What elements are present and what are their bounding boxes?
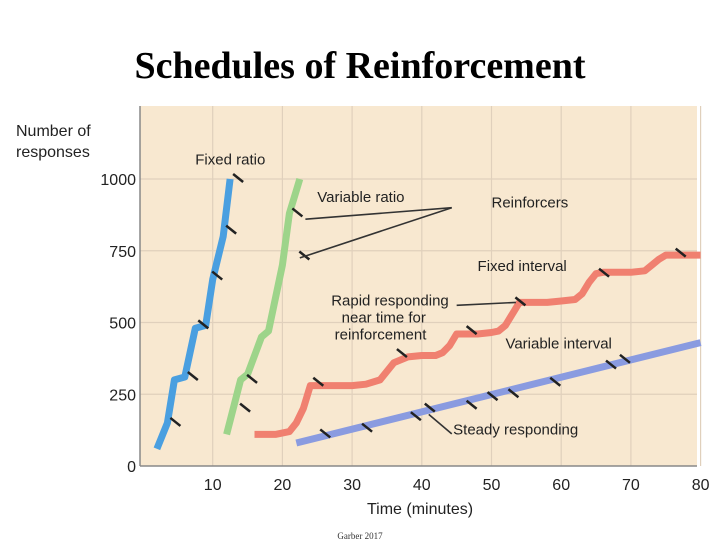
- y-tick-label: 250: [109, 387, 136, 404]
- x-tick-label: 30: [343, 477, 361, 494]
- reinforcer-mark: [396, 348, 408, 359]
- x-tick-label: 60: [552, 477, 570, 494]
- reinforcer-marks: [169, 173, 687, 439]
- x-tick-labels: 10 20 30 40 50 60 70 80: [204, 477, 710, 494]
- reinforcer-mark: [424, 402, 436, 413]
- y-axis-label-line2: responses: [16, 144, 90, 161]
- reinforcer-mark: [187, 371, 199, 382]
- reinforcer-mark: [291, 207, 304, 218]
- series-line-variable-ratio: [223, 177, 304, 436]
- slide-title: Schedules of Reinforcement: [134, 45, 586, 87]
- reinforcer-mark: [465, 325, 478, 336]
- y-tick-label: 0: [127, 459, 136, 476]
- reinforcer-mark: [507, 388, 520, 399]
- reinforcer-mark: [486, 391, 499, 402]
- annotation-label: Fixed ratio: [195, 152, 265, 169]
- pointer-line: [305, 206, 452, 220]
- reinforcer-mark: [410, 411, 422, 422]
- x-tick-label: 70: [622, 477, 640, 494]
- x-tick-label: 10: [204, 477, 222, 494]
- y-tick-label: 1000: [100, 172, 136, 189]
- reinforcer-mark: [549, 376, 562, 387]
- pointer-line: [456, 301, 516, 307]
- y-tick-labels: 0 250 500 750 1000: [100, 172, 136, 476]
- reinforcer-mark: [169, 416, 182, 427]
- x-axis-label: Time (minutes): [367, 501, 473, 518]
- x-tick-label: 40: [413, 477, 431, 494]
- y-tick-label: 750: [109, 244, 136, 261]
- pointer-line: [299, 206, 453, 259]
- series-line-fixed-interval: [254, 251, 701, 438]
- reinforcer-mark: [319, 428, 332, 439]
- reinforcer-mark: [674, 247, 687, 258]
- reinforcer-mark: [197, 319, 210, 330]
- grid: [140, 106, 702, 466]
- reinforcer-mark: [246, 373, 258, 384]
- annotations: Fixed ratio Variable ratio Reinforcers Fixe…: [195, 152, 612, 439]
- reinforcer-mark: [598, 267, 610, 278]
- annotation-label: Variable interval: [505, 335, 611, 352]
- y-tick-label: 500: [109, 316, 136, 333]
- reinforcer-mark: [605, 359, 617, 370]
- reinforcer-mark: [239, 402, 251, 413]
- x-tick-label: 80: [692, 477, 710, 494]
- reinforcer-mark: [312, 376, 325, 387]
- reinforcer-mark: [232, 173, 244, 183]
- annotation-label: Fixed interval: [478, 258, 567, 275]
- series-line-fixed-ratio: [153, 178, 234, 451]
- annotation-label: reinforcement: [335, 327, 428, 344]
- reinforcer-mark: [361, 422, 373, 433]
- reinforcer-mark: [465, 399, 478, 410]
- x-tick-label: 50: [483, 477, 501, 494]
- annotation-pointers: [299, 206, 516, 435]
- annotation-label: Steady responding: [453, 421, 578, 438]
- reinforcer-mark: [619, 353, 631, 364]
- reinforcer-mark: [298, 250, 311, 261]
- reinforcer-mark: [514, 296, 527, 307]
- x-tick-label: 20: [274, 477, 292, 494]
- footer-credit: Garber 2017: [337, 531, 383, 541]
- pointer-line: [428, 413, 453, 435]
- reinforcer-mark: [225, 224, 237, 235]
- annotation-label: Reinforcers: [492, 195, 569, 212]
- annotation-label: Variable ratio: [317, 189, 404, 206]
- annotation-label: Rapid responding: [331, 292, 449, 309]
- reinforcer-mark: [211, 270, 223, 281]
- annotation-label: near time for: [342, 310, 426, 327]
- y-axis-label-line1: Number of: [16, 123, 91, 140]
